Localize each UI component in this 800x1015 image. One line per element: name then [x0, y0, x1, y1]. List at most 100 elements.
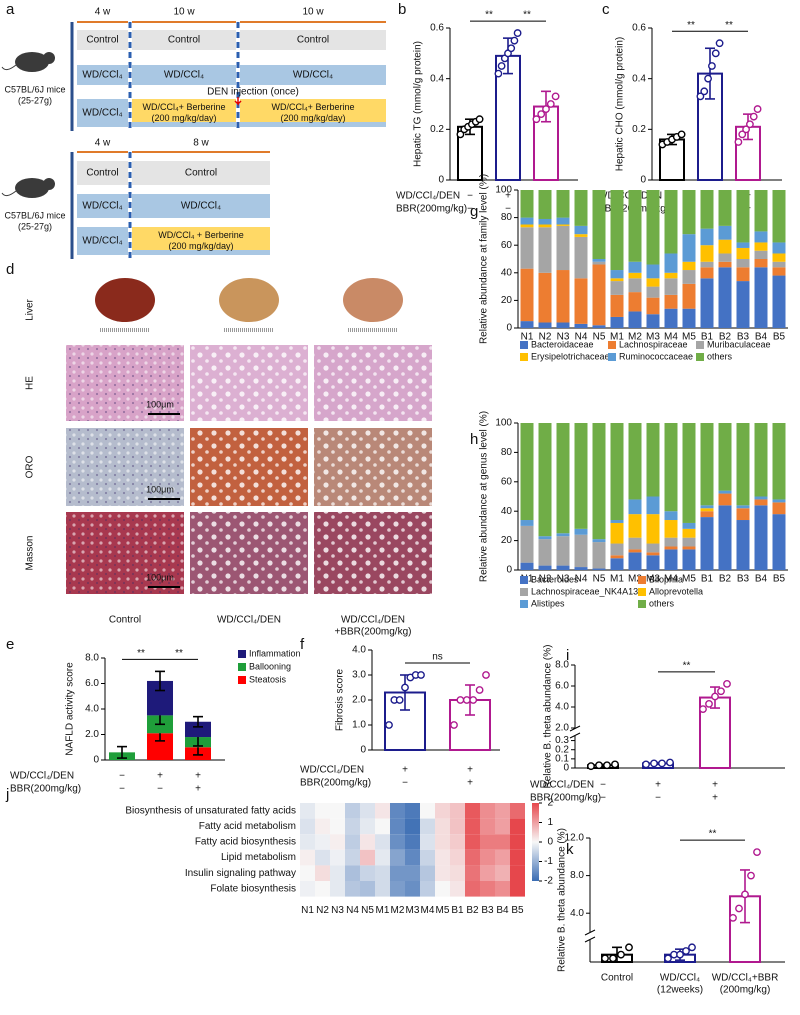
x-tick-label: B5: [773, 332, 786, 343]
bar-segment: [718, 225, 732, 240]
liver-photo: [219, 278, 279, 322]
group-label: Control: [297, 35, 329, 46]
bar-segment: [520, 423, 534, 521]
bar-segment: [574, 528, 588, 535]
bar-segment: [538, 224, 552, 228]
x-tick-label: N2: [539, 332, 552, 343]
legend-label: Bacteroidaceae: [531, 339, 594, 349]
condition-mark: −: [467, 191, 473, 202]
bar-segment: [538, 423, 552, 537]
data-point: [532, 115, 541, 124]
bar-segment: [556, 536, 570, 566]
heatmap-cell: [315, 834, 330, 850]
bar-segment: [520, 520, 534, 526]
heatmap-cell: [345, 881, 360, 897]
bar-segment: [628, 514, 642, 538]
condition-mark: +: [655, 780, 661, 791]
bar-segment: [628, 272, 642, 279]
bar-segment: [538, 218, 552, 225]
condition-mark: −: [655, 793, 661, 804]
micrograph-texture: [66, 345, 184, 421]
bar-segment: [556, 533, 570, 537]
y-tick-label: 80: [501, 447, 513, 458]
micrograph-texture: [66, 428, 184, 506]
group-bar: [240, 30, 386, 50]
heatmap-cell: [450, 834, 465, 850]
heatmap-cell: [480, 803, 495, 819]
y-tick-label: 0.6: [430, 23, 444, 34]
heatmap-cell: [375, 881, 390, 897]
heatmap-cell: [330, 865, 345, 881]
y-tick-label: 0.6: [632, 23, 646, 34]
mouse-tail: [1, 64, 17, 71]
data-point: [456, 130, 465, 139]
column-label: N4: [346, 905, 359, 916]
bar-segment: [628, 499, 642, 515]
x-tick-label: B1: [701, 332, 714, 343]
group-label: (200 mg/kg/day): [280, 113, 345, 123]
bar-segment: [700, 505, 714, 509]
liver-photo: [343, 278, 403, 322]
data-point: [699, 705, 707, 713]
significance-label: ns: [432, 652, 443, 663]
bar-segment: [610, 543, 624, 556]
bar-segment: [520, 525, 534, 563]
significance-label: **: [709, 829, 717, 840]
heatmap-cell: [510, 818, 525, 835]
legend-swatch: [638, 588, 646, 596]
data-point: [747, 871, 755, 880]
bar-segment: [628, 292, 642, 312]
group-label: WD/CCl₄: [82, 70, 122, 81]
heatmap-cell: [345, 803, 360, 819]
row-label: Liver: [25, 298, 36, 320]
bar-segment: [628, 278, 642, 293]
column-label: M2: [391, 905, 405, 916]
heatmap-cell: [405, 881, 420, 897]
x-tick-label: M5: [682, 332, 696, 343]
condition-label: WD/CCl₄/DEN: [10, 771, 74, 782]
bar-segment: [592, 261, 606, 265]
heatmap-cell: [390, 849, 405, 866]
legend-label: others: [649, 598, 675, 608]
colorbar-label: 0: [547, 837, 553, 848]
bar-segment: [646, 552, 660, 556]
x-tick-label: N1: [521, 332, 534, 343]
x-tick-label: M4: [664, 574, 678, 585]
heatmap-cell: [465, 834, 480, 850]
heatmap-cell: [405, 849, 420, 866]
condition-label: WD/CCl₄/DEN: [530, 780, 594, 791]
bar-segment: [754, 496, 768, 500]
data-point: [705, 699, 713, 708]
bar-segment: [736, 267, 750, 282]
period-label: 10 w: [302, 7, 324, 18]
group-label: WD/CCl₄: [293, 70, 333, 81]
heatmap-cell: [510, 803, 525, 819]
group-bar-base: [132, 250, 270, 255]
legend-swatch: [608, 353, 616, 361]
bar-segment: [610, 423, 624, 521]
heatmap-cell: [465, 849, 480, 866]
legend-label: Lachnospiraceae_NK4A136: [531, 586, 643, 596]
data-point: [551, 92, 560, 101]
bar-segment: [520, 224, 534, 228]
data-point: [666, 758, 674, 767]
panel-letter: i: [566, 647, 569, 664]
y-tick-label: 60: [501, 240, 513, 251]
bar-segment: [772, 242, 786, 254]
heatmap-cell: [450, 865, 465, 881]
data-point: [462, 696, 471, 704]
bar-segment: [664, 294, 678, 309]
bar-segment: [574, 423, 588, 529]
bar-segment: [700, 245, 714, 262]
bar-segment: [718, 261, 732, 268]
x-tick-label: B4: [755, 332, 768, 343]
bar-segment: [682, 522, 696, 529]
data-point: [510, 36, 519, 45]
heatmap-cell: [465, 865, 480, 881]
row-label: Fatty acid metabolism: [199, 821, 296, 832]
condition-mark: −: [600, 793, 606, 804]
bar-segment: [610, 555, 624, 559]
heatmap-cell: [375, 834, 390, 850]
bar-segment: [664, 278, 678, 295]
